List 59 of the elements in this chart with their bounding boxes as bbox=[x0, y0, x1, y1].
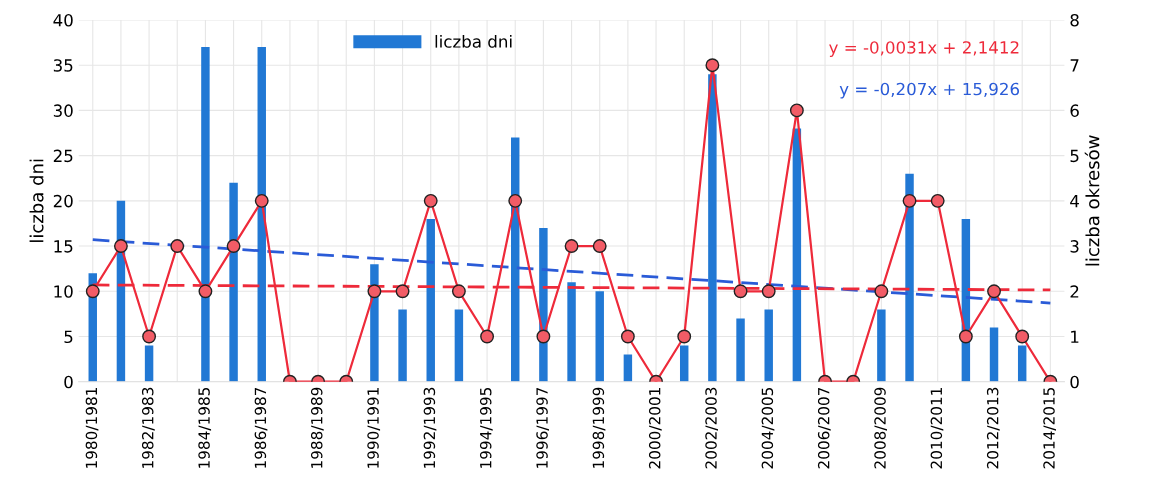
x-tick-label: 2010/2011 bbox=[930, 388, 944, 469]
y2-tick-label: 6 bbox=[1070, 104, 1079, 117]
bar bbox=[736, 318, 745, 382]
legend-label: liczba dni bbox=[435, 34, 512, 48]
y-tick-label: 15 bbox=[54, 240, 73, 253]
bar bbox=[201, 47, 210, 382]
x-tick-label: 1994/1995 bbox=[479, 387, 493, 468]
annotation: y = -0,0031x + 2,1412 bbox=[829, 41, 1019, 57]
x-tick-label: 2008/2009 bbox=[874, 387, 887, 469]
x-tick-label: 1982/1983 bbox=[141, 387, 155, 468]
bar bbox=[567, 282, 576, 382]
y2-tick-label: 5 bbox=[1070, 149, 1079, 163]
bar bbox=[905, 173, 914, 382]
x-tick-label: 2014/2015 bbox=[1043, 387, 1056, 469]
y2-tick-label: 1 bbox=[1071, 330, 1079, 343]
bar bbox=[398, 309, 407, 382]
y2-tick-label: 7 bbox=[1070, 59, 1079, 72]
y-tick-label: 40 bbox=[53, 13, 73, 27]
y-tick-label: 25 bbox=[53, 149, 73, 163]
x-tick-label: 2002/2003 bbox=[705, 387, 719, 469]
bar bbox=[1017, 345, 1027, 382]
x-tick-label: 1988/1989 bbox=[310, 387, 324, 468]
y2-tick-label: 2 bbox=[1070, 285, 1079, 298]
x-tick-label: 1990/1991 bbox=[367, 388, 381, 468]
bar bbox=[679, 345, 689, 382]
bar bbox=[595, 291, 604, 382]
bar bbox=[708, 74, 717, 382]
x-tick-label: 1998/1999 bbox=[592, 387, 606, 468]
bar bbox=[426, 218, 435, 382]
y2-tick-label: 4 bbox=[1070, 195, 1079, 208]
x-tick-label: 1984/1985 bbox=[198, 387, 212, 468]
bar bbox=[877, 309, 886, 382]
y2-tick-label: 8 bbox=[1070, 13, 1079, 27]
bar bbox=[764, 309, 773, 382]
bar bbox=[792, 128, 802, 382]
bar bbox=[229, 182, 238, 382]
x-tick-label: 2004/2005 bbox=[761, 387, 775, 469]
x-tick-label: 1992/1993 bbox=[423, 387, 437, 468]
x-tick-label: 2006/2007 bbox=[817, 387, 831, 469]
x-tick-label: 2012/2013 bbox=[986, 387, 1000, 469]
bar bbox=[454, 309, 464, 382]
bar bbox=[623, 354, 633, 382]
y2-tick-label: 3 bbox=[1070, 240, 1079, 253]
y-axis-title: liczba dni bbox=[29, 159, 44, 242]
bar bbox=[989, 327, 999, 382]
x-tick-label: 1980/1981 bbox=[85, 388, 99, 468]
y2-axis-title: liczba okresów bbox=[1084, 135, 1100, 266]
y-tick-label: 10 bbox=[54, 285, 73, 298]
y-tick-label: 30 bbox=[53, 104, 73, 117]
y-tick-label: 5 bbox=[64, 330, 73, 344]
y2-tick-label: 0 bbox=[1070, 375, 1079, 389]
bar bbox=[144, 345, 154, 382]
y-tick-label: 0 bbox=[64, 375, 73, 389]
y-tick-label: 20 bbox=[53, 194, 73, 208]
y-tick-label: 35 bbox=[53, 59, 73, 72]
x-tick-label: 1996/1997 bbox=[536, 387, 550, 468]
x-tick-label: 1986/1987 bbox=[254, 387, 268, 468]
x-tick-label: 2000/2001 bbox=[648, 388, 662, 469]
annotation: y = -0,207x + 15,926 bbox=[839, 82, 1020, 99]
